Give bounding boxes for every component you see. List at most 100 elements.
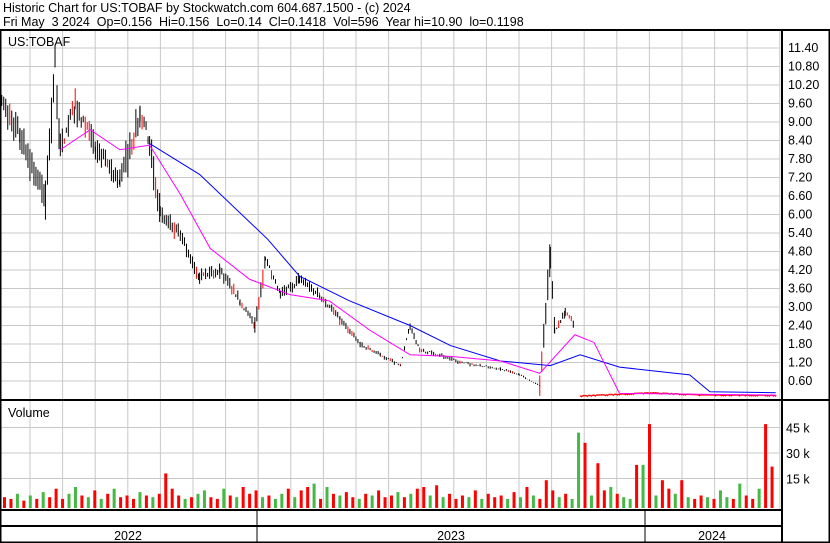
volume-bar: [132, 498, 135, 508]
volume-bar: [331, 493, 335, 508]
price-bar: [615, 393, 619, 396]
volume-bar: [196, 493, 200, 508]
volume-bar: [319, 498, 323, 508]
volume-tick-label: 45 k: [786, 422, 810, 436]
price-bar: [605, 393, 609, 397]
price-tick-label: 8.40: [788, 134, 812, 148]
volume-bar: [351, 497, 355, 508]
volume-bar: [512, 492, 516, 508]
volume-bar: [506, 498, 510, 508]
quote-summary: Fri May 3 2024 Op=0.156 Hi=0.156 Lo=0.14…: [3, 15, 524, 29]
price-tick-label: 9.00: [788, 115, 812, 129]
volume-bar: [357, 498, 361, 508]
volume-bar: [222, 488, 226, 508]
price-tick-label: 10.20: [788, 78, 819, 92]
volume-bar: [635, 464, 639, 508]
volume-bar: [22, 500, 26, 508]
volume-bar: [61, 498, 65, 508]
volume-bar: [235, 497, 239, 508]
volume-bar: [48, 497, 52, 508]
price-bar: [579, 395, 583, 398]
volume-bar: [280, 493, 284, 508]
volume-bar: [641, 464, 645, 508]
grid: [0, 30, 781, 510]
volume-bar: [551, 490, 555, 508]
price-bar: [729, 394, 733, 397]
price-tick-label: 7.20: [788, 171, 812, 185]
volume-bar: [415, 488, 419, 508]
price-bar: [721, 394, 725, 397]
volume-bar: [680, 480, 684, 508]
volume-bar: [718, 490, 722, 508]
volume-bar: [144, 495, 148, 508]
volume-bar: [538, 498, 542, 508]
price-bar: [593, 394, 597, 397]
volume-tick-label: 15 k: [786, 473, 810, 487]
volume-bar: [596, 463, 600, 508]
volume-bar: [93, 490, 97, 508]
volume-bar: [15, 493, 19, 508]
volume-bar: [673, 493, 677, 508]
volume-bar: [531, 495, 535, 508]
price-tick-label: 3.60: [788, 282, 812, 296]
volume-bar: [435, 485, 439, 508]
volume-bar: [570, 498, 574, 508]
price-tick-label: 7.80: [788, 152, 812, 166]
price-tick-label: 5.40: [788, 226, 812, 240]
volume-bar: [706, 497, 710, 508]
volume-bar: [164, 473, 168, 508]
volume-bar: [241, 487, 245, 508]
symbol-label: US:TOBAF: [8, 35, 71, 49]
volume-bar: [428, 495, 432, 508]
price-bars: [0, 45, 777, 398]
volume-bar: [473, 490, 477, 508]
volume-bar: [293, 497, 297, 508]
long-moving-average-line: [149, 143, 776, 394]
price-bar: [623, 393, 627, 396]
volume-bar: [628, 498, 632, 508]
price-tick-label: 6.60: [788, 189, 812, 203]
volume-bar: [712, 498, 716, 508]
volume-bar: [725, 497, 729, 508]
volume-bar: [486, 493, 490, 508]
price-tick-label: 0.60: [788, 374, 812, 388]
volume-bar: [731, 498, 735, 508]
price-bar: [713, 394, 717, 397]
volume-bar: [422, 487, 426, 508]
volume-bar: [28, 495, 32, 508]
volume-bar: [209, 497, 213, 508]
volume-bar: [312, 483, 316, 508]
volume-bar: [654, 495, 658, 508]
year-label: 2022: [114, 529, 142, 543]
year-label: 2024: [698, 529, 726, 543]
volume-bar: [544, 480, 548, 508]
volume-bar: [35, 498, 39, 508]
volume-bar: [106, 493, 110, 508]
price-tick-label: 4.20: [788, 263, 812, 277]
volume-bar: [9, 498, 13, 508]
volume-bar: [409, 493, 413, 508]
volume-bar: [119, 497, 123, 508]
volume-tick-label: 30 k: [786, 447, 810, 461]
volume-bar: [460, 495, 464, 508]
price-bar: [603, 394, 607, 397]
moving-averages: [60, 129, 776, 396]
volume-bar: [202, 490, 206, 508]
volume-bar: [383, 497, 387, 508]
price-bar: [589, 394, 593, 398]
volume-bar: [338, 495, 342, 508]
volume-bar: [667, 488, 671, 508]
chart-title: Historic Chart for US:TOBAF by Stockwatc…: [3, 1, 411, 15]
volume-bar: [602, 490, 606, 508]
volume-bar: [299, 490, 303, 508]
price-tick-label: 1.80: [788, 337, 812, 351]
price-bar: [719, 394, 723, 397]
volume-bar: [609, 487, 613, 508]
volume-bar: [525, 487, 529, 508]
volume-bar: [170, 488, 174, 508]
chart-frame: [0, 29, 830, 543]
volume-bar: [54, 488, 58, 508]
volume-bar: [615, 493, 619, 508]
price-bar: [727, 394, 731, 397]
